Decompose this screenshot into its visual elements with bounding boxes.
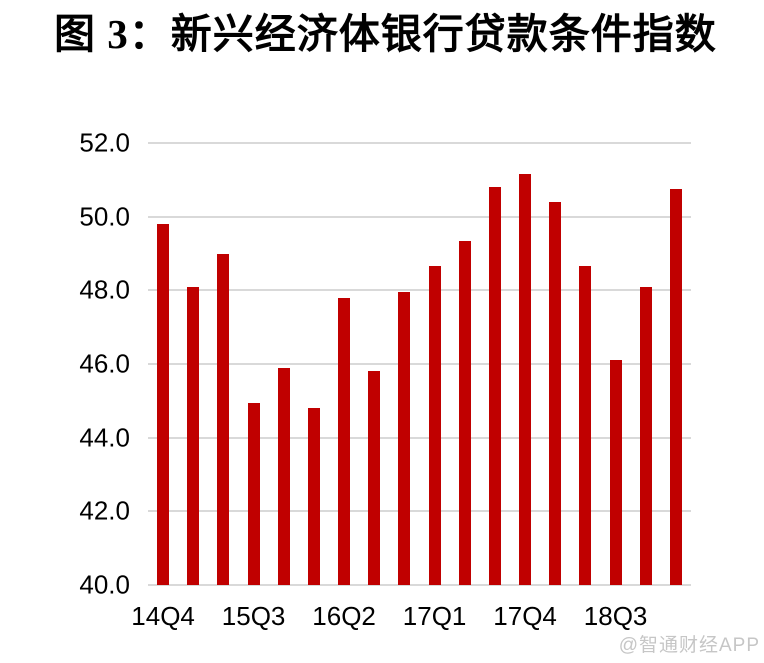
x-axis-tick-label: 14Q4 [131,601,195,631]
y-axis-tick-label: 40.0 [79,569,130,600]
gridline [148,510,691,513]
bar [247,402,260,585]
bar [458,240,471,585]
plot-area [148,142,691,586]
bar [639,286,652,585]
x-axis-tick-label: 17Q4 [493,601,557,631]
y-axis-tick-label: 52.0 [79,127,130,158]
bar [519,174,532,585]
gridline [148,215,691,218]
x-axis-tick-label: 15Q3 [221,601,286,631]
watermark: @智通财经APP [618,635,760,656]
gridline [148,142,691,144]
gridline [148,289,691,292]
bar [398,292,411,585]
y-axis-tick-label: 48.0 [79,274,130,305]
bar [488,187,501,585]
gridline [148,584,691,586]
y-axis: 52.0 50.0 48.0 46.0 44.0 42.0 40.0 [0,128,130,600]
x-axis: 14Q4 15Q3 16Q2 17Q1 17Q4 18Q3 [131,601,691,635]
bar [187,286,200,585]
bar [157,224,170,585]
bar [609,360,622,585]
bar [277,367,290,585]
x-axis-tick-label: 17Q1 [402,601,467,631]
bar [549,201,562,585]
y-axis-tick-label: 42.0 [79,495,130,526]
y-axis-tick-label: 46.0 [79,348,130,379]
bar [428,266,441,585]
bar [307,408,320,585]
bar [338,297,351,585]
y-axis-tick-label: 44.0 [79,422,130,453]
gridline [148,363,691,365]
x-axis-tick-label: 18Q3 [583,601,648,631]
bar [368,371,381,585]
gridline [148,436,691,439]
bar [669,189,682,585]
bar [579,266,592,585]
y-axis-tick-label: 50.0 [79,201,130,232]
chart-title: 图 3：新兴经济体银行贷款条件指数 [54,11,717,57]
bar [217,253,230,585]
x-axis-tick-label: 16Q2 [312,601,376,631]
